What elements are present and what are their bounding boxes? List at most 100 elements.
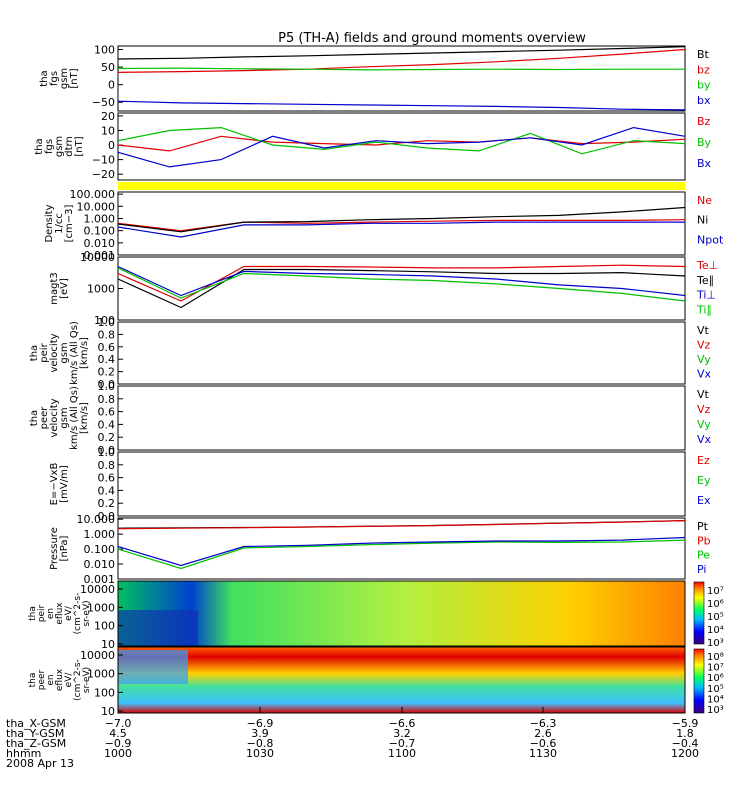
legend-Vy: Vy (697, 353, 711, 366)
y-tick-label: 0.8 (98, 328, 116, 341)
spectro-tick-label: 100 (94, 686, 115, 699)
y-tick-label: 0.6 (98, 406, 116, 419)
y-axis-label: [nT] (69, 68, 80, 88)
spectro-y-label: (cm^2-s- (73, 593, 83, 635)
y-tick-label: 0.6 (98, 472, 116, 485)
y-axis-label: peer (39, 406, 50, 430)
colorbar-label: 10⁸ (707, 652, 724, 663)
y-axis-label: gsm (59, 68, 70, 89)
spectro-y-label: en (46, 608, 56, 619)
y-tick-label: 0.100 (84, 225, 116, 238)
colorbar-label: 10⁵ (707, 612, 724, 623)
y-tick-label: 0.8 (98, 393, 116, 406)
footer-value: 1000 (104, 747, 132, 760)
y-tick-label: 0.010 (84, 237, 116, 250)
spectro-tick-label: 10 (101, 705, 115, 718)
y-axis-label: Pressure (49, 527, 60, 570)
footer-date: 2008 Apr 13 (6, 757, 74, 770)
panel-frame (117, 451, 686, 517)
spectro-y-label: eflux (55, 602, 65, 625)
panel-fgs-gsm: 100 50 0 −50 tha fgs gsm [nT] Bt bz by bx (39, 44, 711, 112)
y-axis-label: gsm (59, 342, 70, 363)
y-tick-label: 100.000 (70, 188, 116, 201)
colorbar-label: 10³ (707, 705, 724, 716)
legend-Pb: Pb (697, 534, 711, 547)
y-tick-label: 1.000 (84, 212, 116, 225)
footer-value: 1.8 (676, 727, 694, 740)
footer-value: 1030 (246, 747, 274, 760)
y-tick-label: 0.001 (84, 249, 116, 262)
y-tick-label: 1.0 (98, 380, 116, 393)
legend-bz: bz (697, 63, 710, 76)
footer-value: 1200 (671, 747, 699, 760)
y-axis-label: tha (39, 70, 50, 86)
y-tick-label: 20 (101, 110, 115, 123)
spectro-y-label: en (46, 674, 56, 685)
y-tick-label: 100 (94, 44, 115, 57)
colorbar-label: 10⁶ (707, 673, 724, 684)
y-axis-label: velocity (49, 398, 60, 437)
colorbar-label: 10⁷ (707, 586, 724, 597)
y-axis-label: [nT] (74, 136, 85, 156)
y-tick-label: 10000 (80, 251, 115, 264)
panel-frame (117, 517, 686, 580)
y-tick-label: 0.001 (84, 573, 116, 586)
y-tick-label: 0.0 (98, 378, 116, 391)
y-tick-label: 10 (101, 124, 115, 137)
legend-Te∥: Te∥ (696, 274, 714, 287)
footer-value: 1100 (388, 747, 416, 760)
panel-temperature: 10000 1000 100 magt3 [eV] Te⊥ Te∥ Ti⊥Ti∥ (49, 251, 718, 327)
y-axis-label: [km/s] (79, 337, 90, 369)
series-line-Bz (117, 135, 686, 152)
legend-by: by (697, 79, 711, 92)
y-tick-label: 0 (108, 79, 115, 92)
colorbar-label: 10⁶ (707, 599, 724, 610)
legend-Ne: Ne (697, 194, 712, 207)
legend-Pe: Pe (697, 549, 710, 562)
series-line-by (117, 67, 685, 71)
spectrogram-peir-dark-band (118, 610, 198, 646)
series-line-Te∥ (117, 268, 686, 309)
series-line-Pe (117, 539, 686, 570)
colorbar-label: 10⁷ (707, 663, 724, 674)
y-axis-label: [cm−3] (64, 205, 75, 243)
panel-frame (117, 112, 686, 181)
y-axis-label: [mV/m] (59, 465, 70, 503)
y-tick-label: 1.0 (98, 446, 116, 459)
spectro-y-label: (cm^2-s- (73, 659, 83, 701)
y-axis-label: magt3 (49, 272, 60, 305)
series-line-Pi (117, 536, 686, 567)
y-axis-label: gsm (59, 407, 70, 428)
y-tick-label: 1.000 (84, 528, 116, 541)
legend-Bt: Bt (697, 48, 710, 61)
footer-value: −0.8 (247, 737, 274, 750)
y-tick-label: 0.2 (98, 431, 116, 444)
spectro-tick-label: 10000 (80, 583, 115, 596)
colorbar-label: 10⁴ (707, 694, 724, 705)
chart-title: P5 (TH-A) fields and ground moments over… (278, 31, 586, 46)
y-axis-label: km/s (All Qs) (69, 386, 80, 450)
legend-Bz: Bz (697, 115, 711, 128)
footer-value: −0.6 (530, 737, 557, 750)
y-axis-label: tha (29, 345, 40, 361)
y-axis-label: Density (44, 204, 55, 242)
y-tick-label: 0.010 (84, 558, 116, 571)
y-axis-label: gsm (54, 136, 65, 157)
y-axis-label: peir (39, 342, 50, 362)
y-tick-label: 100 (94, 314, 115, 327)
footer-value: 3.2 (393, 727, 411, 740)
series-line-Ni (117, 206, 686, 233)
y-tick-label: −50 (92, 96, 115, 109)
y-tick-label: 0.0 (98, 510, 116, 523)
y-tick-label: 0.6 (98, 341, 116, 354)
footer-value: −6.9 (247, 717, 274, 730)
spectro-y-label: sr-eV) (82, 667, 92, 693)
series-line-Pb (117, 520, 686, 530)
y-axis-label: fgs (49, 71, 60, 86)
